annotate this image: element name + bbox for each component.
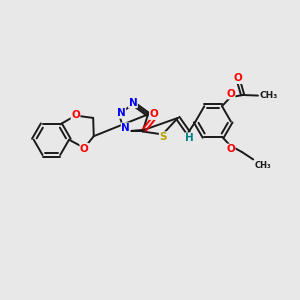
Text: O: O: [71, 110, 80, 120]
Text: H: H: [185, 133, 194, 143]
Text: O: O: [226, 89, 235, 99]
Text: O: O: [80, 143, 89, 154]
Text: N: N: [128, 98, 137, 108]
Text: CH₃: CH₃: [254, 161, 271, 170]
Text: O: O: [150, 110, 158, 119]
Text: N: N: [121, 123, 130, 133]
Text: S: S: [159, 132, 167, 142]
Text: N: N: [117, 108, 126, 118]
Text: O: O: [233, 74, 242, 83]
Text: O: O: [226, 144, 235, 154]
Text: CH₃: CH₃: [260, 91, 278, 100]
